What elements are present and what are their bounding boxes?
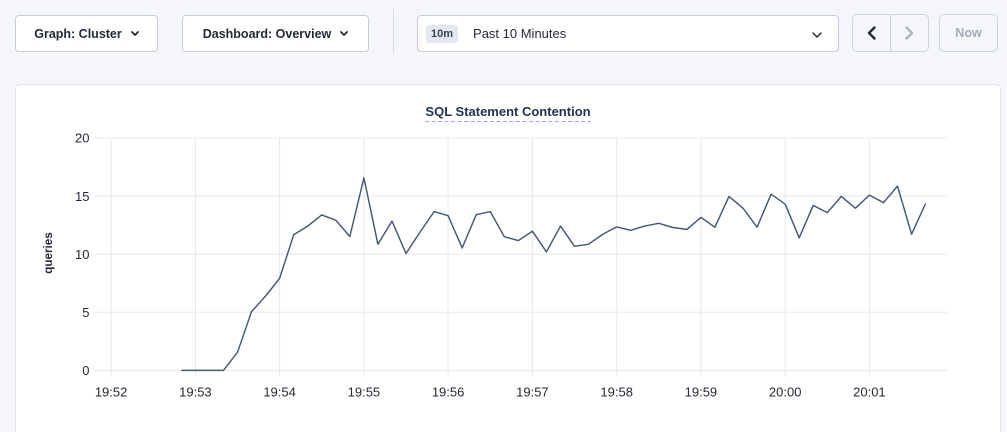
svg-text:5: 5 [82,305,89,320]
svg-text:0: 0 [82,363,89,378]
svg-text:19:53: 19:53 [179,385,212,400]
svg-text:20: 20 [75,131,89,146]
svg-text:15: 15 [75,189,89,204]
svg-text:19:57: 19:57 [516,385,549,400]
svg-text:queries: queries [42,232,55,274]
svg-text:20:00: 20:00 [769,385,802,400]
svg-text:19:55: 19:55 [348,385,381,400]
svg-text:19:59: 19:59 [685,385,718,400]
svg-text:20:01: 20:01 [853,385,886,400]
svg-text:19:52: 19:52 [95,385,128,400]
svg-text:19:56: 19:56 [432,385,465,400]
svg-text:19:54: 19:54 [263,385,296,400]
svg-text:10: 10 [75,247,89,262]
svg-text:19:58: 19:58 [600,385,633,400]
